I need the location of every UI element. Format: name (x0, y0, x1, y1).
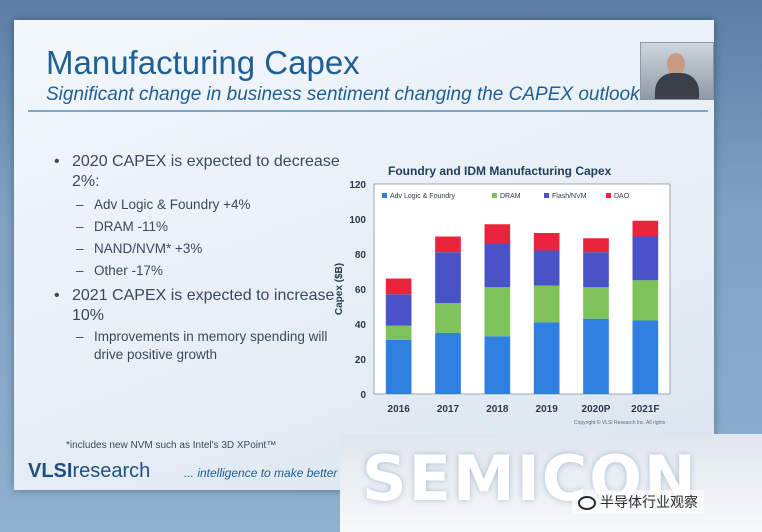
legend-swatch (382, 193, 387, 198)
presenter-torso (655, 73, 699, 99)
bar-segment (435, 332, 461, 394)
bar-segment (385, 294, 412, 326)
sub-bullet-list: Adv Logic & Foundry +4% DRAM -11% NAND/N… (72, 194, 344, 282)
legend-label: Adv Logic & Foundry (390, 193, 455, 200)
bar-segment (484, 224, 511, 244)
legend-swatch (606, 193, 611, 198)
footnote: *includes new NVM such as Intel's 3D XPo… (66, 440, 277, 451)
bar-segment (583, 287, 609, 319)
bullet-2020: 2020 CAPEX is expected to decrease 2%: A… (54, 152, 344, 282)
bullet-2021: 2021 CAPEX is expected to increase 10% I… (54, 286, 344, 364)
sub-bullet: DRAM -11% (72, 216, 344, 238)
legend-label: DAO (614, 193, 630, 200)
bar-segment (484, 336, 511, 394)
logo-tagline: ... intelligence to make better deci (184, 466, 363, 480)
bar-segment (632, 280, 659, 321)
bar-segment (533, 322, 560, 394)
bar-segment (435, 236, 461, 253)
x-tick-label: 2020P (582, 404, 611, 415)
bar-segment (583, 318, 609, 394)
presenter-webcam (640, 42, 714, 100)
bar-segment (385, 325, 412, 340)
legend-label: Flash/NVM (552, 193, 587, 200)
y-axis-label: Capex ($B) (334, 263, 345, 315)
y-tick-label: 0 (360, 390, 366, 401)
legend-swatch (544, 193, 549, 198)
x-tick-label: 2019 (536, 404, 559, 415)
bullet-text: 2020 CAPEX is expected to decrease 2%: (72, 153, 340, 190)
plot-area (373, 183, 671, 395)
bullet-list: 2020 CAPEX is expected to decrease 2%: A… (54, 152, 344, 368)
sub-bullet: NAND/NVM* +3% (72, 238, 344, 260)
bar-segment (632, 320, 659, 394)
y-tick-label: 20 (355, 355, 367, 366)
y-tick-label: 40 (355, 320, 367, 331)
slide-title: Manufacturing Capex (46, 44, 360, 81)
watermark-text: 半导体行业观察 (600, 494, 698, 510)
logo-bold: VLSI (28, 460, 73, 482)
bar-segment (632, 236, 659, 281)
y-tick-label: 100 (349, 215, 366, 226)
title-divider (28, 110, 708, 112)
sub-bullet: Improvements in memory spending will dri… (72, 328, 344, 364)
legend-label: DRAM (500, 193, 521, 200)
sub-bullet: Other -17% (72, 260, 344, 282)
capex-chart: 0 20 40 60 80 100 120 Capex ($B) Adv Logic & Fou… (334, 180, 671, 415)
bar-segment (583, 238, 609, 253)
bar-segment (385, 278, 412, 295)
bar-segment (435, 252, 461, 303)
chart-title: Foundry and IDM Manufacturing Capex (388, 164, 612, 178)
bullet-text: 2021 CAPEX is expected to increase 10% (72, 287, 335, 324)
y-tick-label: 80 (355, 250, 367, 261)
chart-copyright: Copyright © VLSI Research Inc. All right… (574, 420, 666, 426)
bar-segment (632, 220, 659, 237)
bar-segment (533, 250, 560, 286)
x-tick-label: 2018 (486, 404, 509, 415)
wechat-icon (578, 496, 596, 511)
wechat-watermark: 半导体行业观察 (572, 490, 704, 514)
sub-bullet: Adv Logic & Foundry +4% (72, 194, 344, 216)
presenter-head (667, 53, 685, 75)
bar-segment (435, 303, 461, 333)
legend-swatch (492, 193, 497, 198)
bar-segment (385, 339, 412, 394)
bar-segment (484, 243, 511, 288)
x-tick-label: 2016 (388, 404, 411, 415)
x-tick-label: 2017 (437, 404, 460, 415)
semicon-banner: SEMICON (340, 434, 762, 532)
logo-rest: research (72, 460, 151, 482)
y-tick-label: 120 (349, 180, 366, 191)
bar-segment (533, 285, 560, 323)
slide-subtitle: Significant change in business sentiment… (46, 84, 640, 105)
bar-segment (533, 233, 560, 251)
sub-bullet-list: Improvements in memory spending will dri… (72, 328, 344, 364)
bar-segment (484, 287, 511, 337)
vlsi-logo: VLSIresearch (28, 460, 150, 483)
x-tick-label: 2021F (631, 404, 659, 415)
y-tick-label: 60 (355, 285, 367, 296)
bar-segment (583, 252, 609, 288)
